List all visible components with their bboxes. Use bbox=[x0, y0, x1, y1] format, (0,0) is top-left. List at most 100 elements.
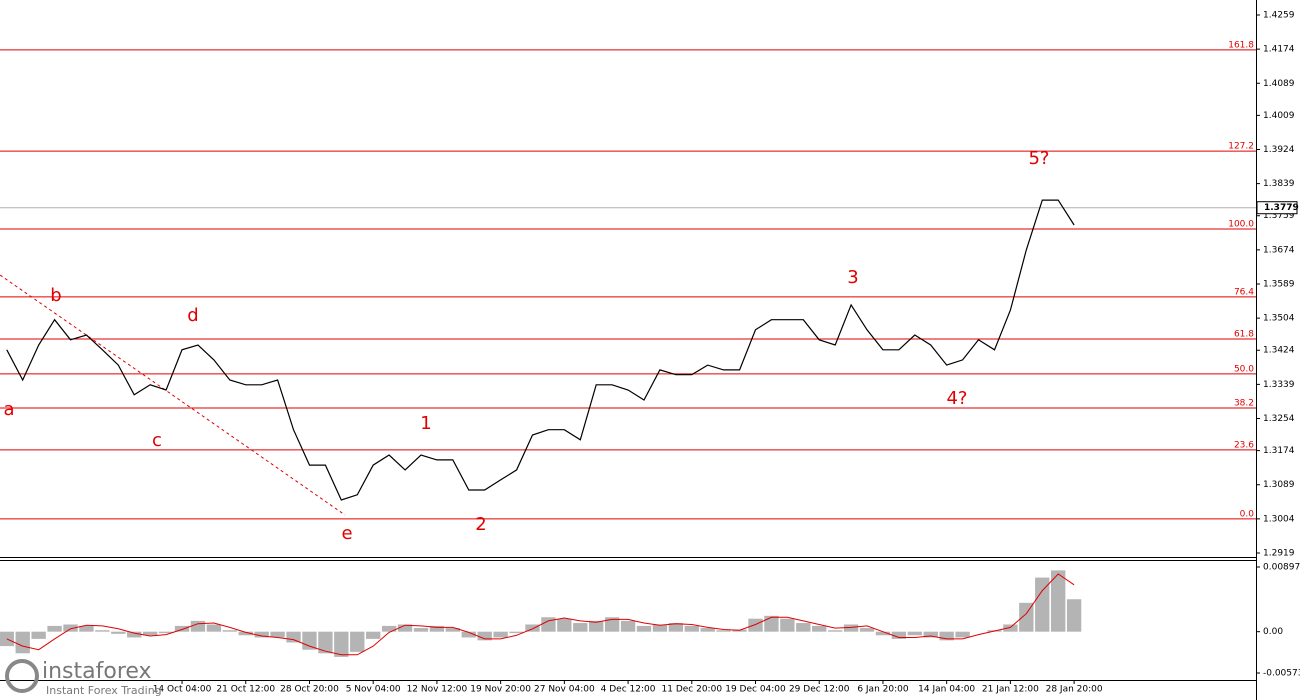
fib-label: 61.8 bbox=[1234, 330, 1254, 340]
macd-bar bbox=[206, 624, 222, 632]
wave-label: b bbox=[50, 285, 61, 306]
fib-label: 127.2 bbox=[1228, 142, 1254, 152]
y-tick-label: -0.00573 bbox=[1263, 669, 1300, 679]
macd-bar bbox=[302, 631, 317, 650]
macd-bar bbox=[270, 631, 285, 638]
wave-label: 5? bbox=[1028, 148, 1049, 169]
macd-bar bbox=[286, 631, 301, 643]
macd-bar bbox=[381, 625, 397, 632]
wave-label: d bbox=[187, 305, 198, 326]
macd-bar bbox=[891, 631, 907, 639]
macd-bar bbox=[477, 631, 492, 641]
macd-bar bbox=[429, 625, 445, 632]
macd-bar bbox=[764, 615, 779, 632]
macd-bar bbox=[923, 631, 938, 638]
macd-bar bbox=[127, 631, 142, 638]
y-tick-label: 1.2919 bbox=[1263, 549, 1295, 559]
macd-bar bbox=[143, 631, 158, 636]
x-tick-label: 21 Oct 12:00 bbox=[216, 685, 275, 695]
macd-bar bbox=[1035, 577, 1050, 632]
macd-bar bbox=[1003, 624, 1018, 632]
macd-bar bbox=[875, 631, 891, 636]
macd-bar bbox=[939, 631, 954, 641]
y-tick-label: 0.00 bbox=[1263, 627, 1283, 637]
wave-label: a bbox=[3, 399, 14, 420]
macd-bar bbox=[95, 630, 110, 632]
x-tick-label: 12 Nov 12:00 bbox=[407, 685, 468, 695]
y-tick-label: 1.3254 bbox=[1263, 414, 1295, 424]
macd-bar bbox=[366, 631, 381, 639]
x-tick-label: 27 Nov 04:00 bbox=[534, 685, 595, 695]
x-tick-label: 28 Oct 20:00 bbox=[280, 685, 339, 695]
x-tick-label: 11 Dec 20:00 bbox=[662, 685, 723, 695]
macd-bar bbox=[748, 618, 763, 632]
x-tick-label: 19 Dec 04:00 bbox=[725, 685, 786, 695]
macd-bar bbox=[843, 624, 859, 632]
y-tick-label: 1.4259 bbox=[1263, 11, 1295, 21]
y-tick-label: 1.3339 bbox=[1263, 380, 1295, 390]
macd-bar bbox=[493, 631, 508, 638]
macd-bar bbox=[63, 624, 78, 632]
x-tick-label: 4 Dec 12:00 bbox=[601, 685, 656, 695]
macd-bar bbox=[174, 625, 190, 632]
y-tick-label: 1.4089 bbox=[1263, 79, 1295, 89]
y-tick-label: 1.3759 bbox=[1263, 211, 1295, 221]
fib-label: 50.0 bbox=[1234, 364, 1254, 374]
y-tick-label: 1.3589 bbox=[1263, 280, 1295, 290]
macd-bar bbox=[684, 625, 699, 632]
macd-bar bbox=[79, 625, 94, 632]
signal-line bbox=[6, 573, 1075, 656]
macd-bar bbox=[31, 631, 46, 639]
macd-bar bbox=[111, 631, 126, 634]
macd-bar bbox=[47, 625, 62, 632]
macd-bar bbox=[397, 624, 413, 632]
x-tick-label: 29 Dec 12:00 bbox=[789, 685, 850, 695]
fib-label: 0.0 bbox=[1240, 509, 1255, 519]
x-tick-label: 14 Jan 04:00 bbox=[918, 685, 975, 695]
x-tick-label: 28 Jan 20:00 bbox=[1046, 685, 1103, 695]
macd-bar bbox=[827, 630, 843, 632]
macd-bar bbox=[812, 625, 827, 632]
macd-bar bbox=[190, 620, 206, 632]
plot-layer: 1.4259 1.4174 1.4089 1.4009 1.3924 1.3839 1.37… bbox=[0, 11, 1300, 695]
fib-label: 38.2 bbox=[1234, 399, 1254, 409]
y-tick-label: 0.00897 bbox=[1263, 563, 1300, 573]
macd-bar bbox=[334, 631, 349, 657]
wave-label: c bbox=[152, 430, 162, 451]
macd-bar bbox=[780, 618, 795, 632]
y-tick-label: 1.3004 bbox=[1263, 514, 1295, 524]
y-tick-label: 1.3424 bbox=[1263, 346, 1295, 356]
macd-bar bbox=[413, 628, 429, 632]
macd-bar bbox=[636, 625, 652, 632]
macd-bar bbox=[620, 620, 636, 632]
trend-line bbox=[0, 274, 346, 516]
macd-bar bbox=[557, 618, 572, 632]
macd-bar bbox=[1066, 599, 1082, 632]
fib-label: 100.0 bbox=[1228, 219, 1254, 229]
current-price-label: 1.3779 bbox=[1264, 203, 1299, 213]
wave-label: 1 bbox=[420, 413, 431, 434]
x-tick-label: 19 Nov 20:00 bbox=[470, 685, 531, 695]
fib-label: 23.6 bbox=[1234, 440, 1254, 450]
wave-label: 3 bbox=[847, 267, 858, 288]
fib-label: 76.4 bbox=[1234, 287, 1254, 297]
x-tick-label: 5 Nov 04:00 bbox=[346, 685, 401, 695]
current-price-box bbox=[1256, 201, 1298, 215]
macd-bar bbox=[15, 631, 30, 654]
macd-bar bbox=[700, 628, 715, 632]
macd-bar bbox=[1051, 570, 1066, 632]
macd-bar bbox=[525, 624, 540, 632]
macd-bar bbox=[318, 631, 333, 654]
fib-label: 161.8 bbox=[1228, 40, 1254, 50]
macd-bar bbox=[350, 631, 365, 652]
x-tick-label: 6 Jan 20:00 bbox=[857, 685, 909, 695]
y-tick-label: 1.3924 bbox=[1263, 145, 1295, 155]
macd-bar bbox=[955, 631, 970, 638]
macd-bar bbox=[859, 628, 875, 632]
macd-bar bbox=[1019, 602, 1034, 632]
y-tick-label: 1.3504 bbox=[1263, 314, 1295, 324]
macd-bar bbox=[222, 630, 237, 632]
macd-bar bbox=[509, 631, 524, 634]
wave-label: e bbox=[341, 523, 352, 544]
